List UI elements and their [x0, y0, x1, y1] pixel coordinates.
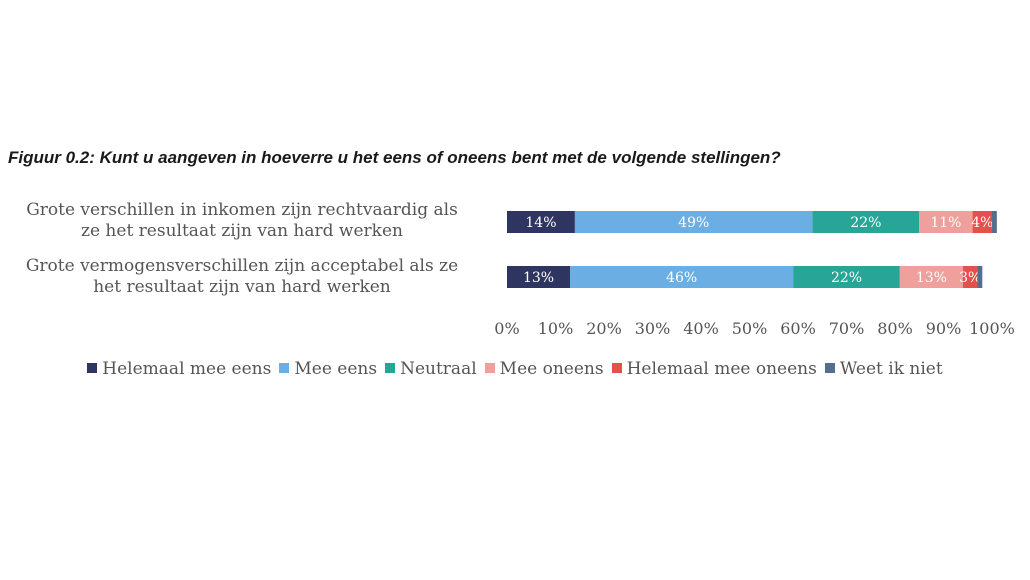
category-label-2-line-2: het resultaat zijn van hard werken [93, 277, 391, 297]
legend-label-1: Helemaal mee eens [102, 359, 272, 379]
x-tick-label-1: 0% [494, 319, 519, 338]
x-tick-label-3: 20% [586, 319, 622, 338]
bar-segment-1-5 [972, 211, 992, 233]
data-label-2-1: 13% [523, 270, 554, 286]
legend-item-5: Helemaal mee oneens [611, 359, 817, 379]
bar-segment-1-1 [507, 211, 575, 233]
category-label-1: Grote verschillen in inkomen zijn rechtv… [2, 200, 482, 242]
legend-swatch-3 [385, 362, 396, 373]
data-label-1-2: 49% [678, 215, 709, 231]
bar-segment-1-4 [919, 211, 973, 233]
bar-segment-2-6 [977, 266, 983, 288]
legend-label-5: Helemaal mee oneens [626, 359, 817, 379]
bar-segment-2-2 [570, 266, 794, 288]
data-label-1-5: 4% [971, 215, 993, 231]
x-tick-label-8: 70% [829, 319, 865, 338]
legend-item-3: Neutraal [385, 359, 477, 379]
x-tick-label-7: 60% [780, 319, 816, 338]
legend-label-3: Neutraal [400, 359, 477, 379]
legend-swatch-2 [279, 362, 290, 373]
legend-item-2: Mee eens [279, 359, 377, 379]
legend-item-6: Weet ik niet [824, 359, 943, 379]
data-label-2-3: 22% [831, 270, 862, 286]
data-label-1-1: 14% [525, 215, 556, 231]
legend-swatch-5 [611, 362, 622, 373]
data-label-1-4: 11% [930, 215, 961, 231]
category-label-2-line-1: Grote vermogensverschillen zijn acceptab… [25, 256, 459, 276]
x-tick-label-5: 40% [683, 319, 719, 338]
x-tick-label-4: 30% [635, 319, 671, 338]
bar-segment-1-6 [992, 211, 997, 233]
bar-segment-1-3 [812, 211, 920, 233]
category-label-1-line-1: Grote verschillen in inkomen zijn rechtv… [26, 200, 458, 220]
bar-segment-2-1 [507, 266, 571, 288]
chart-legend: Helemaal mee eens Mee eens Neutraal Mee one… [0, 359, 1030, 379]
x-tick-label-9: 80% [877, 319, 913, 338]
data-label-2-4: 13% [916, 270, 947, 286]
category-label-2: Grote vermogensverschillen zijn acceptab… [2, 256, 482, 298]
legend-swatch-6 [824, 362, 835, 373]
data-label-2-2: 46% [666, 270, 697, 286]
bar-segment-1-2 [574, 211, 813, 233]
data-label-2-5: 3% [959, 270, 981, 286]
legend-item-4: Mee oneens [484, 359, 604, 379]
x-tick-label-6: 50% [732, 319, 768, 338]
x-tick-label-10: 90% [926, 319, 962, 338]
data-label-1-3: 22% [850, 215, 881, 231]
legend-swatch-1 [87, 362, 98, 373]
legend-label-2: Mee eens [294, 359, 378, 379]
category-label-1-line-2: ze het resultaat zijn van hard werken [81, 221, 403, 241]
legend-swatch-4 [484, 362, 495, 373]
bar-segment-2-5 [962, 266, 978, 288]
x-tick-label-11: 100% [969, 319, 1015, 338]
legend-label-6: Weet ik niet [839, 359, 943, 379]
chart-title: Figuur 0.2: Kunt u aangeven in hoeverre … [8, 148, 781, 167]
bar-segment-2-3 [793, 266, 900, 288]
bar-segment-2-4 [899, 266, 963, 288]
legend-item-1: Helemaal mee eens [87, 359, 271, 379]
x-tick-label-2: 10% [538, 319, 574, 338]
legend-label-4: Mee oneens [499, 359, 604, 379]
